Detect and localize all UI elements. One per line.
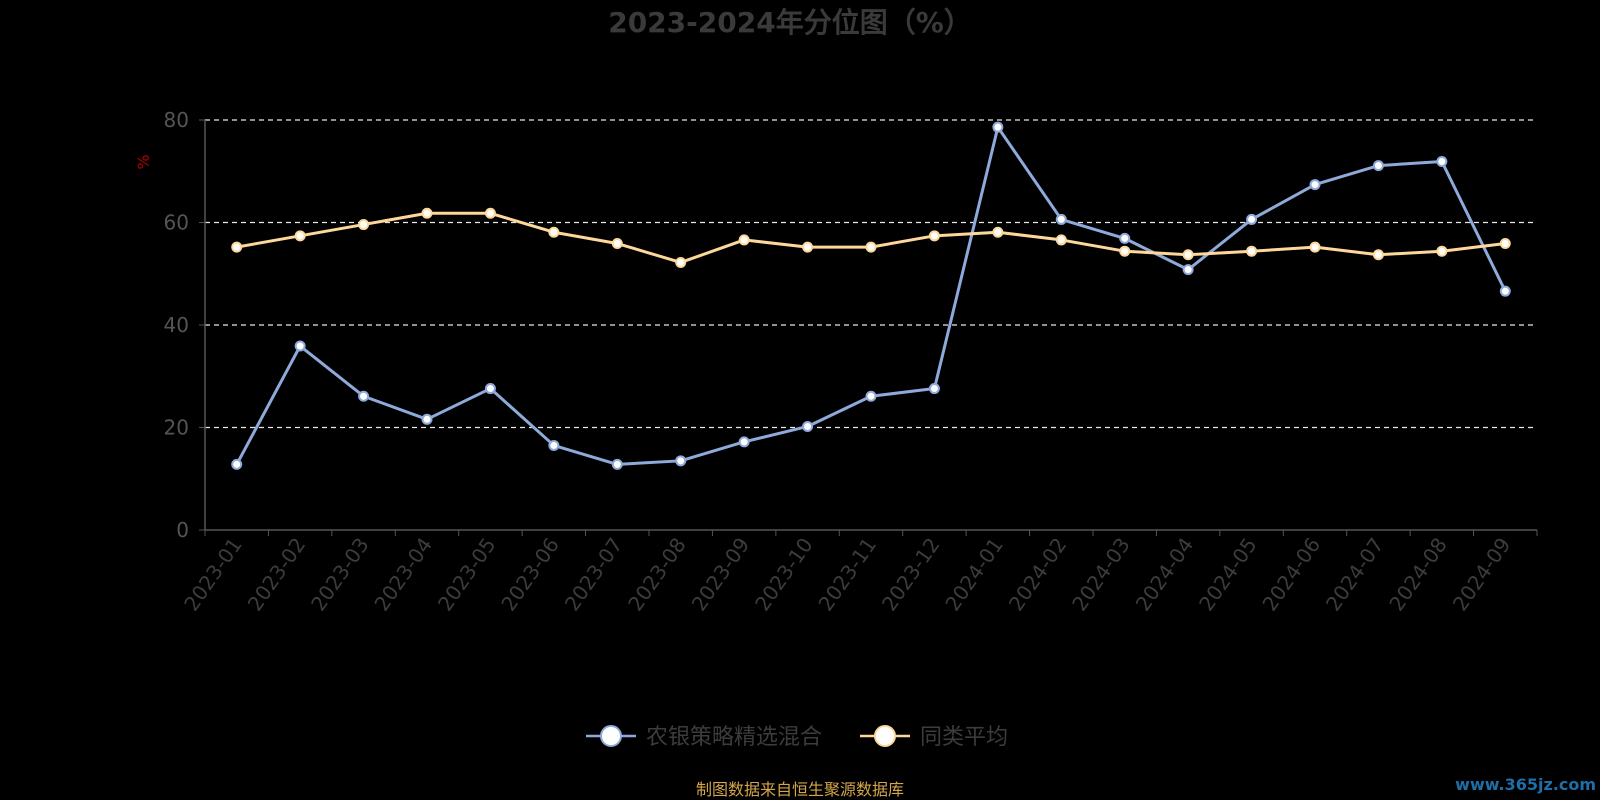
x-tick-label: 2023-07 — [560, 533, 628, 615]
chart-title: 2023-2024年分位图（%） — [608, 6, 972, 39]
series-0-point[interactable] — [1309, 179, 1321, 191]
series-1-point[interactable] — [1055, 234, 1067, 246]
x-axis-ticks: 2023-012023-022023-032023-042023-052023-… — [179, 530, 1538, 615]
series-0-point[interactable] — [738, 436, 750, 448]
x-tick-label: 2023-12 — [877, 533, 945, 615]
series-1-point[interactable] — [1436, 245, 1448, 257]
legend-marker-1[interactable] — [874, 725, 896, 747]
source-note: 制图数据来自恒生聚源数据库 — [696, 780, 904, 799]
series-0-point[interactable] — [928, 383, 940, 395]
series-0-point[interactable] — [484, 383, 496, 395]
series-0-point[interactable] — [1499, 285, 1511, 297]
series-0-point[interactable] — [231, 458, 243, 470]
series-1-point[interactable] — [738, 234, 750, 246]
x-tick-label: 2023-03 — [306, 533, 374, 615]
series-1-point[interactable] — [992, 226, 1004, 238]
series-0-point[interactable] — [294, 340, 306, 352]
x-tick-label: 2023-10 — [750, 533, 818, 615]
series-1-point[interactable] — [548, 226, 560, 238]
series-1-point[interactable] — [675, 256, 687, 268]
series-1-point[interactable] — [802, 241, 814, 253]
series-0-point[interactable] — [1055, 213, 1067, 225]
x-tick-label: 2024-05 — [1194, 533, 1262, 615]
y-tick-label: 60 — [164, 211, 189, 235]
x-tick-label: 2023-04 — [369, 533, 437, 615]
series-1-point[interactable] — [421, 207, 433, 219]
series-line-1 — [236, 211, 1506, 264]
series-0-point[interactable] — [421, 413, 433, 425]
x-tick-label: 2023-06 — [496, 533, 564, 615]
x-tick-label: 2024-01 — [940, 533, 1008, 615]
series-1-point[interactable] — [1119, 245, 1131, 257]
series-0-point[interactable] — [992, 121, 1004, 133]
y-axis-ticks: 0 20 40 60 80 — [164, 108, 205, 542]
y-tick-label: 40 — [164, 313, 189, 337]
watermark: www.365jz.com — [1455, 775, 1596, 794]
series-0-point[interactable] — [1372, 160, 1384, 172]
legend-marker-0[interactable] — [600, 725, 622, 747]
series-0-point[interactable] — [865, 390, 877, 402]
series-0-point[interactable] — [548, 439, 560, 451]
series-1-point[interactable] — [1246, 245, 1258, 257]
x-tick-label: 2023-02 — [243, 533, 311, 615]
y-axis-label: % — [134, 154, 153, 169]
series-0-point[interactable] — [1119, 232, 1131, 244]
x-tick-label: 2023-09 — [687, 533, 755, 615]
y-tick-label: 80 — [164, 108, 189, 132]
x-tick-label: 2024-09 — [1448, 533, 1516, 615]
series-0-point[interactable] — [1246, 213, 1258, 225]
y-tick-label: 20 — [164, 416, 189, 440]
series-1-point[interactable] — [1182, 249, 1194, 261]
series-1-point[interactable] — [231, 241, 243, 253]
series-1-point[interactable] — [484, 207, 496, 219]
x-tick-label: 2023-05 — [433, 533, 501, 615]
series-1-point[interactable] — [865, 241, 877, 253]
x-tick-label: 2024-07 — [1321, 533, 1389, 615]
x-tick-label: 2023-08 — [623, 533, 691, 615]
y-tick-label: 0 — [176, 518, 189, 542]
series-0-point[interactable] — [1182, 264, 1194, 276]
x-tick-label: 2024-03 — [1067, 533, 1135, 615]
legend-label-1[interactable]: 同类平均 — [920, 725, 1008, 750]
series-1-point[interactable] — [294, 230, 306, 242]
x-tick-label: 2024-06 — [1257, 533, 1325, 615]
series-0-point[interactable] — [1436, 156, 1448, 168]
series-1-point[interactable] — [1499, 238, 1511, 250]
series-1-point[interactable] — [1309, 241, 1321, 253]
series-1-point[interactable] — [358, 219, 370, 231]
x-tick-label: 2024-04 — [1131, 533, 1199, 615]
x-tick-label: 2024-08 — [1384, 533, 1452, 615]
series-0-point[interactable] — [611, 458, 623, 470]
x-tick-label: 2024-02 — [1004, 533, 1072, 615]
series-1-point[interactable] — [928, 230, 940, 242]
series-1-point[interactable] — [611, 238, 623, 250]
series-1-point[interactable] — [1372, 249, 1384, 261]
grid-lines — [205, 119, 1537, 429]
x-tick-label: 2023-01 — [179, 533, 247, 615]
series-0-point[interactable] — [675, 455, 687, 467]
series-0-point[interactable] — [802, 420, 814, 432]
series-0-point[interactable] — [358, 390, 370, 402]
x-tick-label: 2023-11 — [813, 533, 881, 615]
legend: 农银策略精选混合 同类平均 — [586, 725, 1008, 750]
legend-label-0[interactable]: 农银策略精选混合 — [646, 725, 822, 750]
series-lines — [231, 121, 1511, 470]
